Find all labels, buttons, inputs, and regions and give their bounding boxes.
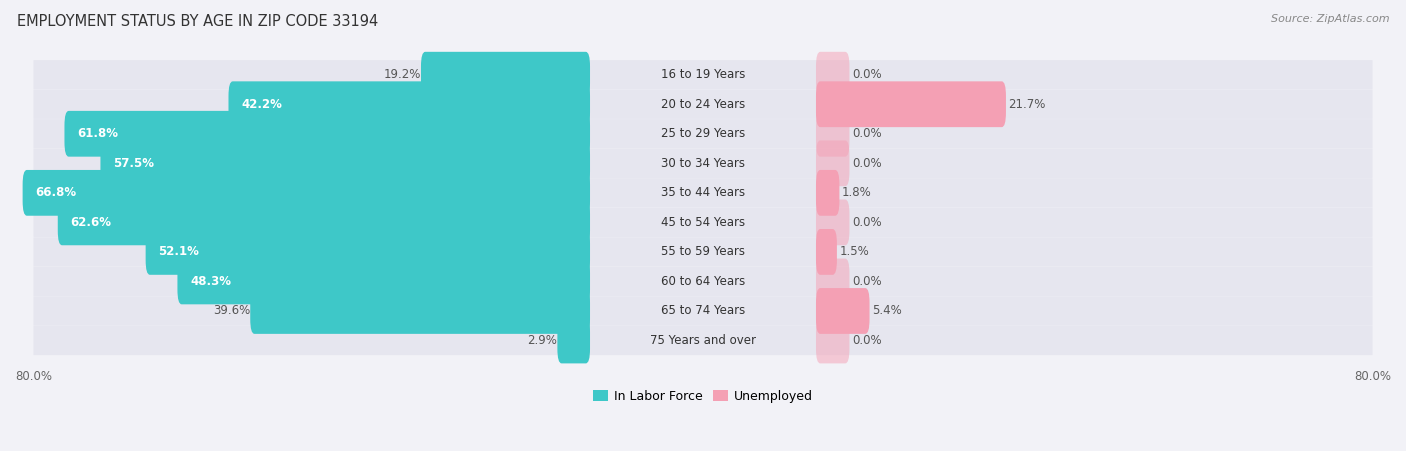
FancyBboxPatch shape [34, 60, 1372, 89]
Text: 1.5%: 1.5% [839, 245, 869, 258]
Text: 35 to 44 Years: 35 to 44 Years [661, 186, 745, 199]
Text: 0.0%: 0.0% [852, 157, 882, 170]
Text: 75 Years and over: 75 Years and over [650, 334, 756, 347]
FancyBboxPatch shape [815, 318, 849, 364]
Text: 42.2%: 42.2% [240, 98, 283, 111]
Text: 30 to 34 Years: 30 to 34 Years [661, 157, 745, 170]
FancyBboxPatch shape [229, 81, 591, 127]
FancyBboxPatch shape [815, 199, 849, 245]
FancyBboxPatch shape [815, 52, 849, 97]
FancyBboxPatch shape [146, 229, 591, 275]
FancyBboxPatch shape [34, 178, 1372, 207]
FancyBboxPatch shape [420, 52, 591, 97]
FancyBboxPatch shape [34, 296, 1372, 326]
Text: 5.4%: 5.4% [872, 304, 901, 318]
Text: 0.0%: 0.0% [852, 275, 882, 288]
Text: 20 to 24 Years: 20 to 24 Years [661, 98, 745, 111]
FancyBboxPatch shape [815, 111, 849, 156]
Text: 66.8%: 66.8% [35, 186, 76, 199]
Text: 45 to 54 Years: 45 to 54 Years [661, 216, 745, 229]
FancyBboxPatch shape [34, 237, 1372, 267]
Text: 57.5%: 57.5% [112, 157, 155, 170]
Legend: In Labor Force, Unemployed: In Labor Force, Unemployed [588, 385, 818, 408]
FancyBboxPatch shape [815, 258, 849, 304]
FancyBboxPatch shape [65, 111, 591, 156]
FancyBboxPatch shape [34, 119, 1372, 148]
Text: 60 to 64 Years: 60 to 64 Years [661, 275, 745, 288]
FancyBboxPatch shape [815, 170, 839, 216]
Text: 0.0%: 0.0% [852, 216, 882, 229]
FancyBboxPatch shape [58, 199, 591, 245]
FancyBboxPatch shape [815, 81, 1005, 127]
FancyBboxPatch shape [557, 318, 591, 364]
Text: 55 to 59 Years: 55 to 59 Years [661, 245, 745, 258]
FancyBboxPatch shape [815, 288, 869, 334]
FancyBboxPatch shape [100, 140, 591, 186]
Text: 0.0%: 0.0% [852, 334, 882, 347]
FancyBboxPatch shape [34, 326, 1372, 355]
FancyBboxPatch shape [34, 267, 1372, 296]
Text: 39.6%: 39.6% [212, 304, 250, 318]
Text: 65 to 74 Years: 65 to 74 Years [661, 304, 745, 318]
Text: 21.7%: 21.7% [1008, 98, 1046, 111]
Text: 25 to 29 Years: 25 to 29 Years [661, 127, 745, 140]
FancyBboxPatch shape [22, 170, 591, 216]
Text: Source: ZipAtlas.com: Source: ZipAtlas.com [1271, 14, 1389, 23]
FancyBboxPatch shape [34, 208, 1372, 237]
Text: 48.3%: 48.3% [190, 275, 231, 288]
FancyBboxPatch shape [815, 140, 849, 186]
FancyBboxPatch shape [250, 288, 591, 334]
Text: 0.0%: 0.0% [852, 68, 882, 81]
Text: 0.0%: 0.0% [852, 127, 882, 140]
FancyBboxPatch shape [815, 229, 837, 275]
Text: 19.2%: 19.2% [384, 68, 420, 81]
Text: 1.8%: 1.8% [842, 186, 872, 199]
Text: 2.9%: 2.9% [527, 334, 557, 347]
FancyBboxPatch shape [177, 258, 591, 304]
FancyBboxPatch shape [34, 90, 1372, 119]
Text: 52.1%: 52.1% [159, 245, 200, 258]
Text: 61.8%: 61.8% [77, 127, 118, 140]
Text: 62.6%: 62.6% [70, 216, 111, 229]
Text: 16 to 19 Years: 16 to 19 Years [661, 68, 745, 81]
FancyBboxPatch shape [34, 149, 1372, 178]
Text: EMPLOYMENT STATUS BY AGE IN ZIP CODE 33194: EMPLOYMENT STATUS BY AGE IN ZIP CODE 331… [17, 14, 378, 28]
